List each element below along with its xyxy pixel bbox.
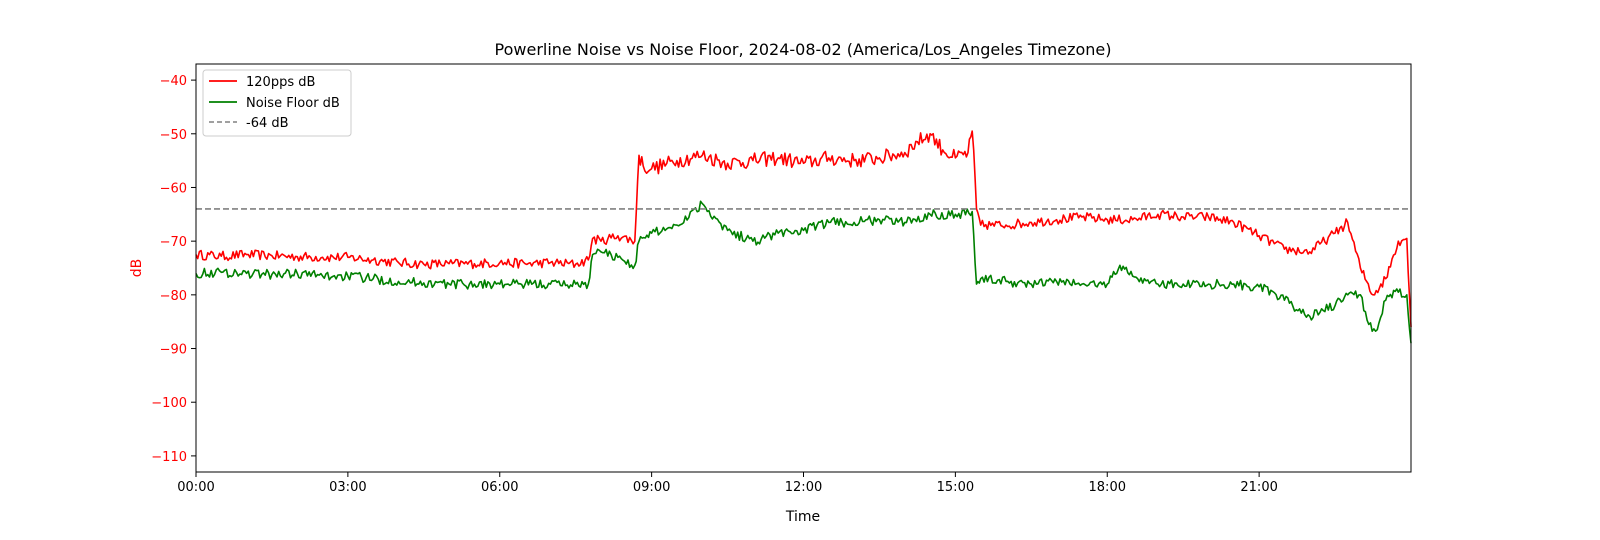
x-tick-label: 12:00 [785, 480, 822, 495]
legend: 120pps dB Noise Floor dB -64 dB [202, 69, 352, 137]
legend-label-reference: -64 dB [246, 116, 289, 131]
x-axis-label: Time [785, 509, 820, 525]
y-axis-ticks: −40 −50 −60 −70 −80 −90 −100 −110 [151, 74, 196, 465]
y-tick-label: −60 [160, 181, 187, 196]
legend-label-noise-floor: Noise Floor dB [246, 96, 340, 111]
x-tick-label: 15:00 [937, 480, 974, 495]
x-tick-label: 09:00 [633, 480, 670, 495]
x-tick-label: 06:00 [481, 480, 518, 495]
x-tick-label: 03:00 [329, 480, 366, 495]
y-axis-label: dB [129, 259, 145, 278]
series-layer [195, 130, 1412, 344]
x-axis-ticks: 00:00 03:00 06:00 09:00 12:00 15:00 18:00 21:00 [177, 472, 1278, 495]
y-tick-label: −80 [160, 289, 187, 304]
legend-label-120pps: 120pps dB [246, 75, 315, 90]
chart-title: Powerline Noise vs Noise Floor, 2024-08-… [495, 40, 1112, 60]
x-tick-label: 00:00 [177, 480, 214, 495]
series-line-120pps [195, 130, 1412, 328]
x-tick-label: 21:00 [1240, 480, 1277, 495]
legend-box [202, 69, 352, 137]
series-line-noise-floor [195, 200, 1412, 344]
y-tick-label: −70 [160, 235, 187, 250]
y-tick-label: −90 [160, 343, 187, 358]
y-tick-label: −110 [151, 450, 187, 465]
y-tick-label: −50 [160, 128, 187, 143]
y-tick-label: −40 [160, 74, 187, 89]
x-tick-label: 18:00 [1089, 480, 1126, 495]
y-tick-label: −100 [151, 396, 187, 411]
